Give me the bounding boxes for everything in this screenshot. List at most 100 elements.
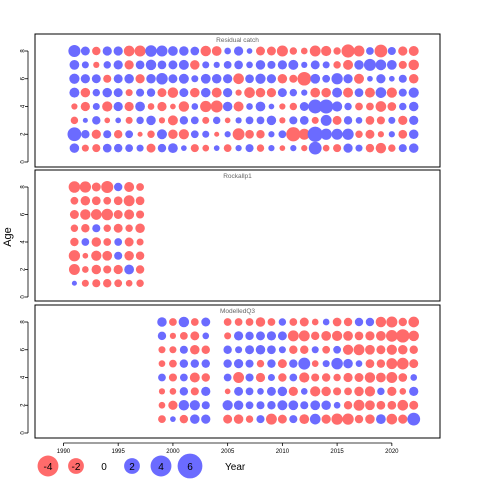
bubble-point [125, 279, 133, 287]
bubble-point [168, 60, 178, 70]
bubble-point [222, 400, 233, 411]
bubble-point [256, 144, 265, 152]
bubble-point [124, 237, 134, 247]
bubble-point [298, 128, 310, 140]
bubble-point [224, 332, 232, 340]
bubble-point [256, 401, 265, 410]
bubble-point [374, 44, 388, 58]
bubble-point [408, 87, 419, 98]
legend-label: 2 [129, 462, 135, 473]
bubble-point [113, 88, 123, 98]
panel-title: Residual catch [216, 37, 259, 44]
bubble-point [300, 47, 308, 55]
bubble-point [333, 345, 341, 354]
bubbles [68, 180, 145, 288]
bubble-point [333, 373, 341, 382]
bubble-point [179, 116, 189, 125]
bubble-point [136, 88, 145, 97]
bubble-point [397, 399, 409, 411]
bubbles [157, 316, 421, 426]
bubble-point [179, 359, 189, 368]
bubble-point [308, 99, 323, 114]
bubble-point [91, 74, 101, 84]
bubble-point [255, 87, 266, 98]
bubble-point [124, 101, 134, 112]
bubble-point [92, 46, 101, 56]
bubble-point [68, 264, 80, 275]
bubble-point [233, 414, 244, 424]
bubble-point [256, 46, 265, 56]
bubble-point [375, 316, 387, 328]
bubble-point [354, 60, 364, 70]
y-tick-label: 8 [21, 185, 27, 189]
bubble-point [277, 400, 288, 411]
bubble-point [245, 318, 254, 326]
bubble-point [398, 414, 408, 424]
bubble-point [398, 129, 408, 139]
bubble-point [310, 87, 321, 98]
bubble-point [190, 387, 199, 396]
bubble-point [299, 102, 309, 111]
bubble-point [300, 401, 309, 410]
bubble-point [365, 143, 375, 153]
x-tick-label: 2005 [221, 449, 235, 455]
bubble-point [245, 345, 255, 355]
bubble-point [136, 279, 144, 287]
bubble-point [102, 143, 112, 153]
bubble-point [233, 331, 244, 341]
bubble-point [268, 145, 275, 152]
bubble-point [365, 400, 375, 411]
bubble-point [409, 400, 419, 410]
bubble-point [70, 224, 79, 232]
bubble-point [80, 101, 90, 112]
bubble-point [366, 102, 374, 111]
bubble-point [91, 264, 102, 275]
bubble-point [267, 345, 276, 355]
bubble-point [255, 73, 266, 84]
panel-frame [34, 169, 441, 302]
bubble-point [255, 345, 266, 355]
bubble-point [113, 101, 123, 112]
bubble-point [277, 414, 287, 424]
bubble-point [246, 48, 253, 54]
bubble-point [224, 117, 231, 124]
y-tick-label: 0 [21, 431, 27, 435]
bubble-point [297, 71, 312, 86]
bubble-point [377, 131, 384, 138]
bubble-point [343, 317, 353, 327]
bubble-point [222, 101, 233, 112]
y-tick-label: 2 [21, 403, 27, 407]
x-tick-label: 2010 [276, 449, 290, 455]
bubble-point [367, 75, 373, 82]
bubble-point [245, 74, 254, 84]
bubble-point [137, 131, 143, 137]
bubble-point [191, 103, 199, 110]
bubble-point [288, 59, 299, 70]
bubble-point [90, 209, 102, 220]
bubble-point [190, 318, 199, 326]
bubble-point [277, 331, 287, 341]
bubble-point [366, 47, 374, 55]
bubble-point [343, 358, 353, 369]
bubble-point [91, 196, 101, 206]
panel-3: ModelledQ3 0 2 4 6 8 [21, 304, 441, 439]
bubble-point [332, 87, 343, 98]
bubble-point [287, 330, 299, 342]
bubble-point [257, 388, 264, 395]
bubble-point [135, 60, 145, 70]
bubble-point [223, 373, 232, 382]
bubble-point [331, 101, 343, 112]
bubble-point [69, 87, 80, 98]
bubble-point [190, 116, 199, 125]
bubble-point [80, 87, 91, 98]
bubble-point [268, 103, 275, 110]
bubble-point [82, 252, 89, 259]
bubble-point [178, 129, 189, 140]
bubble-point [364, 87, 375, 98]
bubble-point [113, 143, 123, 153]
bubble-point [311, 373, 320, 382]
legend-bubble [68, 458, 84, 474]
bubble-point [233, 46, 244, 56]
bubble-point [288, 400, 299, 411]
bubble-point [147, 103, 155, 110]
